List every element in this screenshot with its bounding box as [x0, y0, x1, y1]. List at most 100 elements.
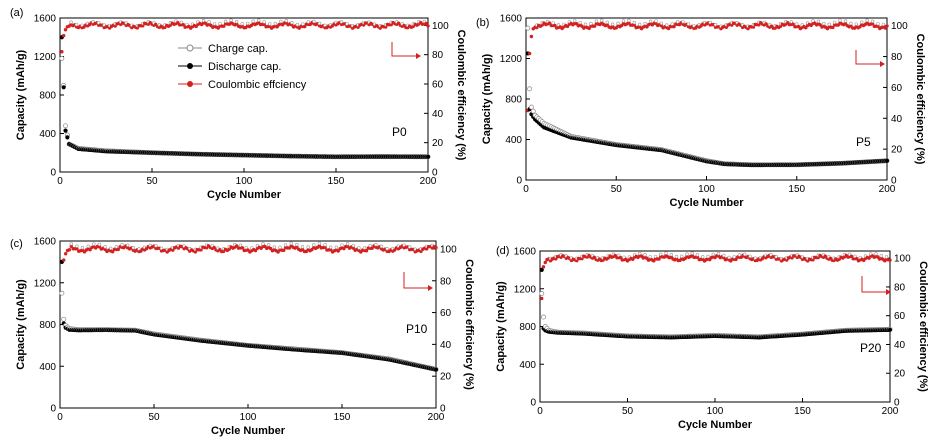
y2-tick-label: 20: [432, 138, 444, 149]
y-axis-label: Capacity (mAh/g): [15, 49, 27, 140]
ce-point: [370, 246, 374, 250]
ce-point-open: [279, 19, 283, 24]
charge-point: [539, 291, 545, 296]
y-axis-label: Capacity (mAh/g): [495, 281, 507, 372]
ce-point-open: [317, 21, 322, 26]
plot-frame: [525, 17, 888, 181]
y2-tick-label: 0: [894, 398, 900, 409]
ce-point-open: [573, 19, 577, 23]
ce-point: [791, 22, 795, 26]
ce-point-open: [159, 246, 164, 251]
ce-point: [310, 247, 314, 252]
arrow-head: [880, 61, 885, 67]
ce-point-open: [257, 18, 261, 22]
ce-point-open: [312, 243, 316, 247]
ce-point-open: [881, 22, 886, 27]
ce-point: [281, 248, 286, 253]
ce-point-open: [103, 245, 107, 249]
charge-point: [530, 108, 536, 114]
ce-point-open: [589, 21, 593, 26]
ce-point-open: [795, 22, 799, 26]
ce-point: [657, 257, 661, 261]
ce-point-open: [617, 253, 621, 258]
ce-point-open: [272, 245, 277, 249]
ce-point-open: [368, 244, 372, 248]
ce-point-open: [301, 22, 305, 26]
ce-point-open: [179, 20, 184, 25]
ce-point: [553, 23, 557, 28]
ce-point-open: [849, 21, 853, 26]
ce-point-open: [290, 20, 294, 25]
y2-tick-label: 20: [891, 145, 903, 156]
ce-point-open: [643, 253, 647, 257]
ce-point-open: [748, 254, 752, 258]
ce-point-open: [284, 19, 289, 23]
ce-point: [60, 49, 64, 54]
plot-frame: [59, 240, 437, 409]
ce-point-open: [306, 245, 310, 249]
y-tick-label: 400: [39, 362, 56, 373]
ce-point-open: [251, 19, 255, 23]
ce-point-open: [422, 19, 427, 24]
ce-point-open: [876, 22, 880, 26]
ce-point-open: [690, 251, 694, 255]
chart-panel-p0: 0 50 100 150 200040080012001600020406080100C…: [10, 7, 467, 201]
ce-point: [734, 257, 738, 262]
x-tick-label: 100: [707, 406, 724, 417]
data-series-group: [59, 18, 431, 160]
ce-point-open: [273, 21, 277, 26]
ce-point-open: [283, 243, 288, 247]
sample-label: P0: [392, 125, 407, 139]
x-tick-label: 0: [57, 176, 63, 187]
ce-point: [618, 255, 623, 260]
ce-point-open: [680, 254, 684, 258]
ce-point: [587, 26, 591, 31]
ce-point-open: [716, 251, 721, 256]
ce-point-open: [860, 20, 864, 24]
arrow-annotation: [855, 50, 880, 65]
ce-point-open: [665, 23, 669, 27]
ce-point-open: [96, 21, 101, 25]
ce-point-open: [262, 20, 266, 24]
legend-marker: [187, 63, 193, 69]
ce-point-open: [345, 22, 349, 26]
y-tick-label: 1200: [514, 284, 537, 295]
charge-point: [527, 86, 533, 92]
charge-point: [59, 290, 65, 296]
ce-point-open: [125, 243, 130, 247]
y2-tick-label: 0: [891, 176, 897, 187]
y2-tick-label: 100: [891, 21, 908, 32]
charge-point: [541, 314, 546, 320]
ce-point: [253, 248, 258, 253]
ce-point-open: [854, 22, 859, 26]
y-tick-label: 800: [39, 320, 56, 331]
ce-point-open: [708, 20, 712, 25]
y-tick-label: 1600: [34, 237, 57, 248]
x-tick-label: 150: [334, 412, 351, 423]
x-tick-label: 50: [146, 176, 158, 187]
ce-point-open: [610, 22, 615, 26]
ce-point-open: [69, 20, 73, 24]
ce-point: [888, 258, 892, 262]
y-axis-label: Capacity (mAh/g): [15, 279, 27, 370]
y2-tick-label: 60: [894, 311, 906, 322]
ce-point-open: [870, 19, 875, 24]
ce-point-open: [300, 245, 305, 249]
ce-point: [62, 258, 66, 262]
ce-point-open: [75, 244, 79, 248]
x-tick-label: 0: [57, 412, 63, 423]
ce-point-open: [692, 24, 696, 28]
ce-point-open: [722, 253, 726, 258]
x-tick-label: 0: [523, 184, 529, 195]
ce-point-open: [345, 242, 350, 246]
y-tick-label: 1200: [34, 52, 57, 63]
ce-point-open: [278, 245, 282, 250]
y-tick-label: 800: [39, 91, 56, 102]
ce-point-open: [379, 244, 384, 249]
ce-point-open: [706, 254, 710, 259]
x-tick-label: 200: [879, 184, 896, 195]
ce-point: [63, 251, 68, 256]
ce-point-open: [838, 18, 842, 23]
ce-point-open: [407, 245, 412, 249]
